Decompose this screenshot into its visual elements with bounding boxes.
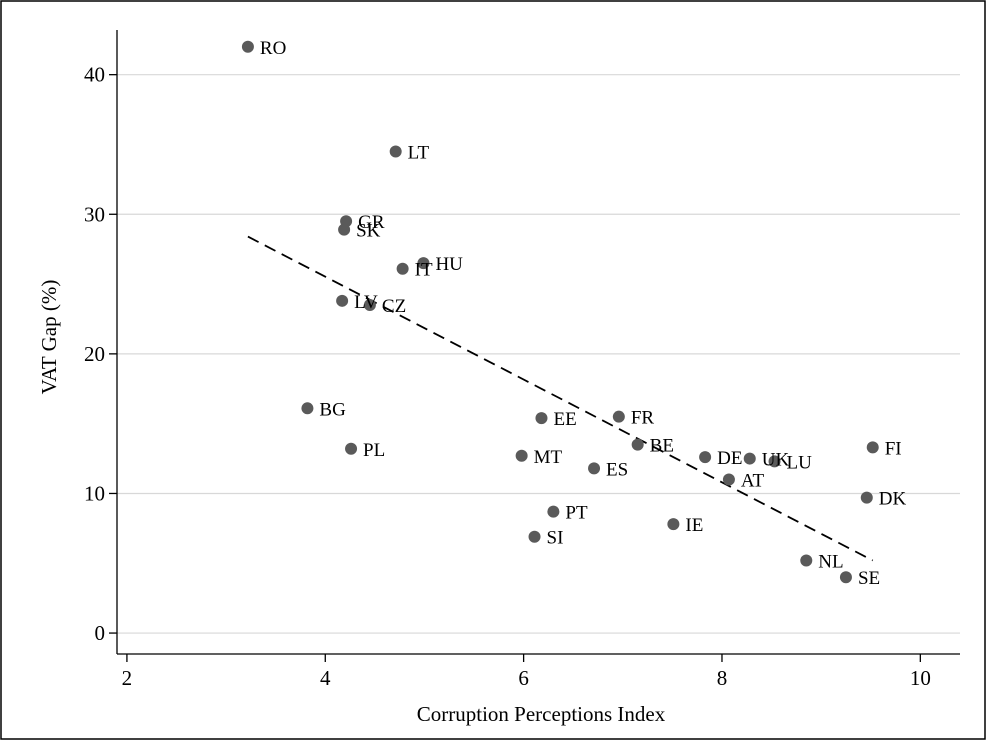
point-label-dk: DK <box>879 489 907 510</box>
x-tick-label: 2 <box>122 666 133 690</box>
fitted-line <box>247 235 874 562</box>
data-point-ro <box>241 40 254 53</box>
y-tick-label: 40 <box>84 63 105 87</box>
point-label-it: IT <box>415 260 433 281</box>
y-tick-label: 0 <box>95 621 106 645</box>
fit-line-layer <box>247 235 874 562</box>
data-point-lu <box>768 455 781 468</box>
point-label-fr: FR <box>631 408 655 429</box>
grid-layer <box>117 74 960 634</box>
point-label-pt: PT <box>565 503 588 524</box>
point-label-mt: MT <box>534 447 563 468</box>
point-label-sk: SK <box>356 221 381 242</box>
x-tick-label: 8 <box>717 666 728 690</box>
data-point-es <box>588 462 601 475</box>
x-tick-label: 4 <box>320 666 331 690</box>
data-point-cz <box>363 299 376 312</box>
point-label-si: SI <box>547 528 564 549</box>
data-point-si <box>528 530 541 543</box>
point-label-gr: GR <box>358 212 385 233</box>
y-tick-label: 30 <box>84 202 105 226</box>
point-label-se: SE <box>858 568 880 589</box>
data-point-nl <box>800 554 813 567</box>
data-point-bg <box>301 402 314 415</box>
point-label-nl: NL <box>818 551 843 572</box>
y-axis-title: VAT Gap (%) <box>37 280 61 395</box>
data-point-pl <box>345 442 358 455</box>
axis-layer: 0 10 20 30 40 2 4 6 8 10 <box>84 30 960 690</box>
point-label-pl: PL <box>363 440 385 461</box>
data-point-lt <box>389 145 402 158</box>
data-point-ie <box>667 518 680 531</box>
data-point-ee <box>535 412 548 425</box>
x-tick-label: 10 <box>910 666 931 690</box>
data-point-se <box>839 571 852 584</box>
point-label-fi: FI <box>885 438 902 459</box>
x-axis-title: Corruption Perceptions Index <box>417 702 666 726</box>
y-tick-label: 20 <box>84 342 105 366</box>
data-point-it <box>396 262 409 275</box>
point-label-de: DE <box>717 448 742 469</box>
data-point-fi <box>866 441 879 454</box>
data-point-fr <box>612 410 625 423</box>
point-label-ee: EE <box>553 409 576 430</box>
x-tick-label: 6 <box>518 666 529 690</box>
data-point-de <box>699 451 712 464</box>
data-point-dk <box>860 491 873 504</box>
data-point-lv <box>336 294 349 307</box>
point-label-at: AT <box>741 471 765 492</box>
data-point-uk <box>743 452 756 465</box>
data-point-sk <box>338 223 351 236</box>
point-label-hu: HU <box>435 254 463 275</box>
point-label-lt: LT <box>408 142 430 163</box>
point-layer <box>241 40 879 584</box>
data-point-pt <box>547 505 560 518</box>
point-label-ro: RO <box>260 38 286 59</box>
point-label-es: ES <box>606 459 628 480</box>
point-label-cz: CZ <box>382 296 406 317</box>
data-point-mt <box>515 449 528 462</box>
point-label-lv: LV <box>354 292 378 313</box>
point-label-lu: LU <box>787 452 813 473</box>
y-tick-label: 10 <box>84 481 105 505</box>
point-label-be: BE <box>650 436 674 457</box>
data-point-hu <box>417 257 430 270</box>
point-label-bg: BG <box>319 399 346 420</box>
point-label-uk: UK <box>762 450 790 471</box>
point-label-ie: IE <box>685 515 703 536</box>
data-point-be <box>631 438 644 451</box>
data-point-at <box>722 473 735 486</box>
